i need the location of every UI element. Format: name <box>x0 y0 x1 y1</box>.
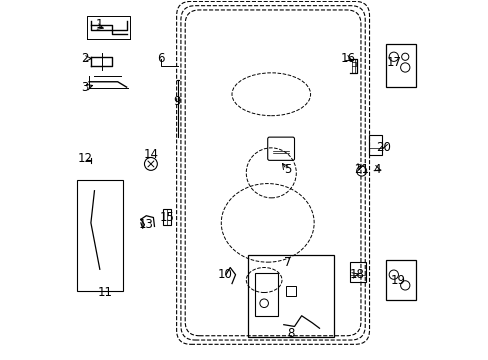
Bar <box>349 262 365 282</box>
Text: 11: 11 <box>98 286 112 299</box>
Text: 1: 1 <box>96 18 103 31</box>
Bar <box>247 255 333 337</box>
Text: 4: 4 <box>372 163 380 176</box>
Text: 3: 3 <box>81 81 88 94</box>
Bar <box>385 44 415 87</box>
Text: 10: 10 <box>217 268 232 281</box>
Bar <box>255 273 278 316</box>
Text: 7: 7 <box>283 256 290 269</box>
Text: 8: 8 <box>286 327 294 340</box>
Text: 20: 20 <box>376 141 390 154</box>
Bar <box>77 180 123 291</box>
Text: 13: 13 <box>139 218 153 231</box>
Text: 2: 2 <box>81 52 88 65</box>
Text: 17: 17 <box>386 55 401 69</box>
Bar <box>163 208 171 225</box>
Text: 19: 19 <box>390 274 405 287</box>
Text: 6: 6 <box>157 52 164 65</box>
Text: 18: 18 <box>349 268 364 281</box>
Text: 14: 14 <box>143 148 158 162</box>
Text: 21: 21 <box>353 163 368 176</box>
Text: 12: 12 <box>78 152 93 165</box>
Bar <box>368 135 382 155</box>
Text: 9: 9 <box>173 95 180 108</box>
Text: 16: 16 <box>340 52 355 65</box>
Text: 5: 5 <box>283 163 290 176</box>
Bar <box>285 286 296 296</box>
Text: 15: 15 <box>159 211 174 224</box>
Bar <box>385 260 415 300</box>
